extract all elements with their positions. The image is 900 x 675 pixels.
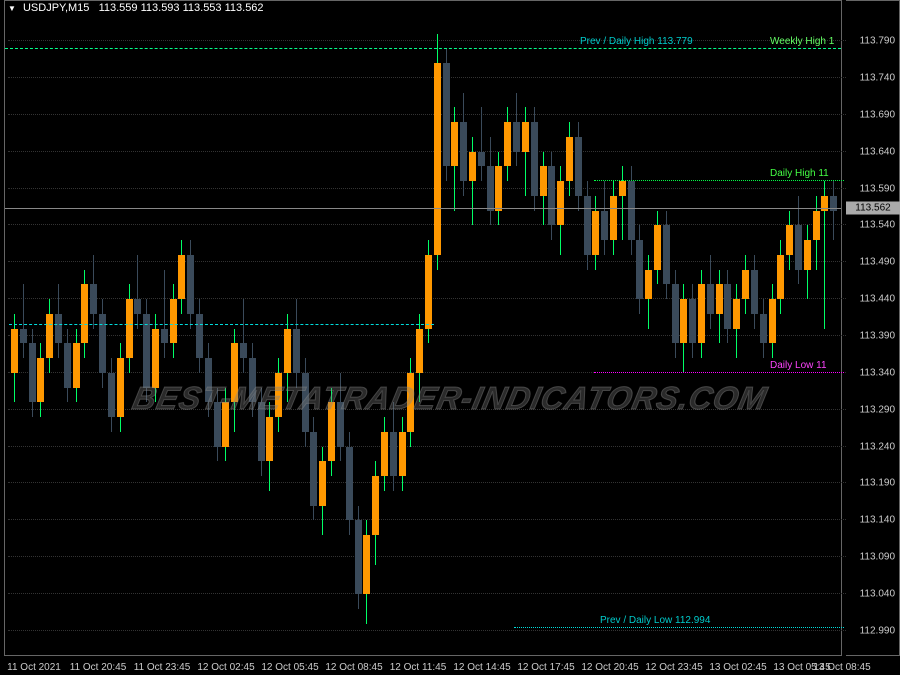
indicator-line-prev_daily_high: [5, 48, 841, 49]
time-label: 12 Oct 08:45: [325, 662, 382, 673]
gridline: [8, 482, 846, 483]
symbol-label: USDJPY,M15: [23, 2, 89, 14]
price-label: 113.390: [860, 331, 895, 342]
time-label: 12 Oct 05:45: [261, 662, 318, 673]
price-label: 113.090: [860, 552, 895, 563]
chart-area[interactable]: [4, 0, 842, 656]
price-label: 113.690: [860, 109, 895, 120]
gridline: [8, 40, 846, 41]
indicator-line-daily_low: [594, 372, 844, 373]
time-label: 11 Oct 20:45: [70, 662, 127, 673]
time-label: 12 Oct 11:45: [390, 662, 447, 673]
time-label: 13 Oct 08:45: [813, 662, 870, 673]
current-price-line: [5, 208, 841, 209]
gridline: [8, 630, 846, 631]
ohlc-label: 113.559 113.593 113.553 113.562: [99, 2, 264, 14]
time-label: 11 Oct 2021: [7, 662, 61, 673]
gridline: [8, 188, 846, 189]
price-label: 113.790: [860, 36, 895, 47]
gridline: [8, 114, 846, 115]
gridline: [8, 151, 846, 152]
indicator-line-prev_daily_low: [514, 627, 844, 628]
price-label: 113.590: [860, 183, 895, 194]
price-label: 112.990: [860, 625, 895, 636]
dropdown-icon[interactable]: ▼: [8, 4, 16, 13]
indicator-line-daily_high: [594, 180, 844, 181]
price-label: 113.490: [860, 257, 895, 268]
gridline: [8, 335, 846, 336]
price-label: 113.540: [860, 220, 895, 231]
price-label: 113.040: [860, 589, 895, 600]
indicator-label-prev_daily_high-extra: Weekly High 1: [770, 36, 834, 47]
gridline: [8, 519, 846, 520]
gridline: [8, 224, 846, 225]
price-label: 113.740: [860, 72, 895, 83]
price-label: 113.140: [860, 515, 895, 526]
time-label: 12 Oct 20:45: [581, 662, 638, 673]
time-axis: 11 Oct 2021 11 Oct 20:45 11 Oct 23:45 12 Oc…: [4, 657, 842, 675]
price-label: 113.190: [860, 478, 895, 489]
gridline: [8, 593, 846, 594]
time-label: 11 Oct 23:45: [134, 662, 191, 673]
indicator-line-mid_cyan: [9, 324, 434, 325]
price-axis: 113.790 113.740 113.690 113.640 113.590 113.5…: [846, 0, 900, 656]
indicator-label-prev_daily_low: Prev / Daily Low 112.994: [600, 615, 710, 626]
gridline: [8, 77, 846, 78]
time-label: 12 Oct 14:45: [453, 662, 510, 673]
indicator-label-daily_high: Daily High 11: [770, 168, 829, 179]
time-label: 13 Oct 02:45: [709, 662, 766, 673]
watermark: BEST-METATRADER-INDICATORS.COM: [129, 380, 771, 417]
chart-container: 113.790 113.740 113.690 113.640 113.590 113.5…: [0, 0, 900, 675]
gridline: [8, 556, 846, 557]
price-label: 113.640: [860, 146, 895, 157]
time-label: 12 Oct 23:45: [645, 662, 702, 673]
indicator-label-prev_daily_high: Prev / Daily High 113.779: [580, 36, 693, 47]
chart-title: ▼ USDJPY,M15 113.559 113.593 113.553 113…: [8, 2, 264, 14]
price-label: 113.340: [860, 367, 895, 378]
time-label: 12 Oct 17:45: [517, 662, 574, 673]
price-label: 113.240: [860, 441, 895, 452]
indicator-label-daily_low: Daily Low 11: [770, 360, 827, 371]
time-label: 12 Oct 02:45: [197, 662, 254, 673]
current-price-box: 113.562: [846, 202, 900, 215]
price-label: 113.290: [860, 404, 895, 415]
gridline: [8, 446, 846, 447]
price-label: 113.440: [860, 294, 895, 305]
